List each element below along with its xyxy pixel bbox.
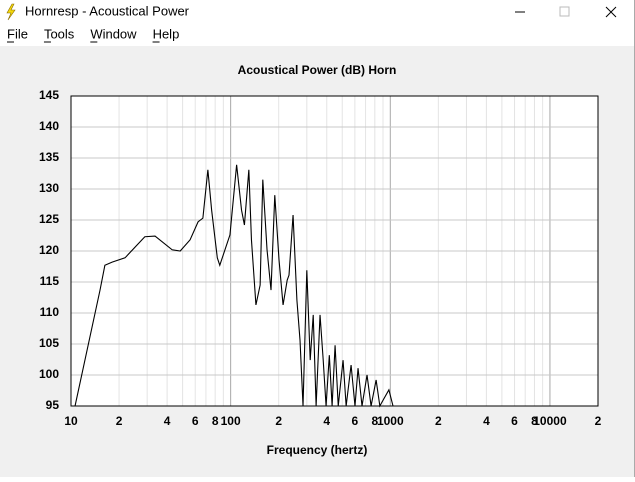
- y-tick-label: 130: [39, 181, 59, 195]
- app-icon: [6, 3, 16, 21]
- y-tick-label: 120: [39, 243, 59, 257]
- menu-item[interactable]: Window: [90, 26, 137, 41]
- y-tick-label: 125: [39, 212, 59, 226]
- x-tick-label: 1000: [377, 414, 404, 428]
- x-tick-label: 6: [352, 414, 359, 428]
- x-tick-label: 2: [435, 414, 442, 428]
- plot-frame: [70, 95, 599, 407]
- menu-item[interactable]: File: [7, 26, 28, 41]
- x-tick-label: 8: [371, 414, 378, 428]
- x-tick-label: 2: [275, 414, 282, 428]
- y-tick-label: 110: [40, 305, 60, 319]
- x-tick-label: 2: [116, 414, 123, 428]
- x-axis-label: Frequency (hertz): [267, 443, 368, 457]
- chart-title: Acoustical Power (dB) Horn: [238, 63, 397, 77]
- menu-item[interactable]: Help: [153, 26, 180, 41]
- x-tick-label: 10000: [533, 414, 567, 428]
- y-tick-label: 140: [39, 119, 59, 133]
- x-tick-label: 100: [221, 414, 241, 428]
- x-tick-label: 2: [595, 414, 602, 428]
- x-tick-label: 8: [212, 414, 219, 428]
- x-tick-label: 4: [164, 414, 171, 428]
- menu-item[interactable]: Tools: [44, 26, 75, 41]
- data-line: [74, 164, 598, 408]
- x-tick-label: 4: [323, 414, 330, 428]
- x-tick-label: 10: [64, 414, 78, 428]
- window-title: Hornresp - Acoustical Power: [25, 3, 190, 18]
- plot: [74, 164, 598, 408]
- close-button[interactable]: [605, 6, 617, 18]
- y-tick-label: 115: [40, 274, 60, 288]
- x-tick-label: 6: [192, 414, 199, 428]
- y-tick-label: 100: [39, 367, 59, 381]
- y-tick-label: 105: [39, 336, 59, 350]
- y-tick-label: 95: [46, 398, 60, 412]
- title-and-menu-bar: [0, 0, 634, 46]
- maximize-button[interactable]: [559, 6, 570, 17]
- x-tick-label: 8: [531, 414, 538, 428]
- y-tick-label: 135: [39, 150, 59, 164]
- x-tick-label: 4: [483, 414, 490, 428]
- y-tick-label: 145: [39, 88, 59, 102]
- x-tick-label: 6: [511, 414, 518, 428]
- menu-bar: File Tools Window Help: [7, 26, 180, 43]
